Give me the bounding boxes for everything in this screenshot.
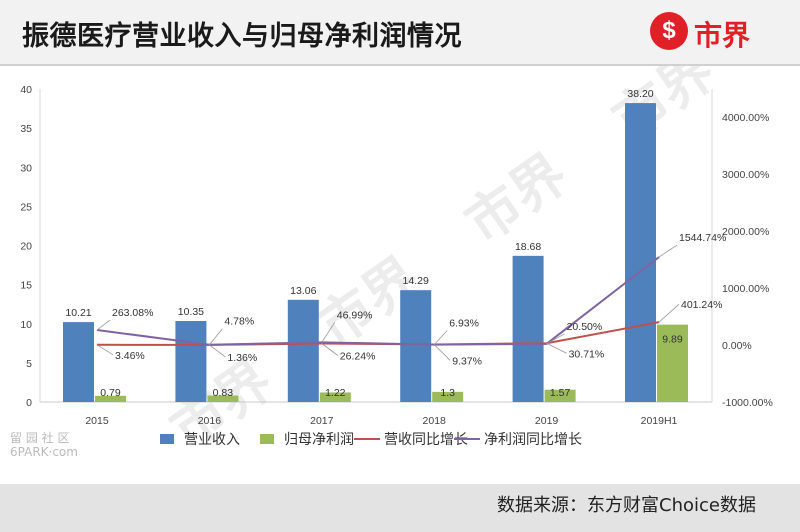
line-label-revenue-growth: 1.36% [227, 352, 257, 364]
line-label-profit-growth: 6.93% [449, 318, 479, 330]
legend-label: 归母净利润 [284, 431, 354, 448]
label-leader-line [546, 333, 565, 345]
line-label-profit-growth: 4.78% [224, 316, 254, 328]
bar-profit [432, 391, 464, 402]
legend-label: 营业收入 [184, 432, 240, 448]
bar-revenue [287, 299, 319, 402]
label-leader-line [209, 328, 223, 345]
y-left-tick-label: 40 [20, 84, 32, 96]
bar-revenue [400, 290, 432, 402]
legend-label: 营收同比增长 [384, 432, 468, 448]
bar-label-profit: 1.3 [440, 387, 455, 399]
bar-profit [95, 395, 126, 402]
footer-bar [0, 484, 800, 532]
label-leader-line [433, 344, 451, 361]
line-label-revenue-growth: 9.37% [452, 355, 482, 367]
y-right-tick-label: 3000.00% [722, 169, 769, 181]
corner-watermark: 留 园 社 区 6PARK·com [10, 431, 78, 459]
bar-profit [544, 389, 576, 402]
y-right-tick-label: 1000.00% [722, 283, 769, 295]
watermark-line2: 6PARK·com [10, 445, 78, 459]
y-left-tick-label: 5 [26, 358, 32, 370]
bar-label-profit: 1.57 [550, 387, 571, 399]
chart-svg: 市界市界市界市界0510152025303540-1000.00%0.00%10… [20, 66, 773, 462]
label-leader-line [209, 344, 226, 358]
legend-swatch [260, 434, 274, 444]
label-leader-line [321, 343, 339, 356]
line-label-revenue-growth: 3.46% [115, 350, 145, 362]
line-label-profit-growth: 46.99% [337, 309, 373, 321]
bar-label-revenue: 13.06 [290, 285, 316, 297]
logo-text: 市界 [694, 19, 751, 52]
header-divider [0, 64, 800, 66]
bar-label-revenue: 10.35 [178, 306, 204, 318]
label-leader-line [96, 344, 114, 356]
data-source: 数据来源：东方财富Choice数据 [497, 495, 756, 516]
bar-label-profit: 0.83 [213, 387, 234, 399]
bar-profit [657, 324, 688, 402]
bar-label-revenue: 38.20 [627, 88, 653, 100]
y-left-tick-label: 20 [20, 241, 32, 253]
x-tick-label: 2015 [85, 415, 109, 427]
watermark-glyph: 市界 [602, 66, 727, 152]
bar-label-profit: 9.89 [662, 334, 683, 346]
line-profit-growth [96, 256, 660, 346]
legend-swatch [160, 434, 174, 444]
bar-revenue [63, 322, 94, 402]
x-tick-label: 2018 [423, 415, 447, 427]
bar-profit [207, 395, 239, 402]
bar-profit [319, 392, 351, 402]
label-leader-line [96, 319, 111, 331]
label-leader-line [546, 342, 567, 354]
watermark-line1: 留 园 社 区 [10, 431, 70, 445]
y-right-tick-label: -1000.00% [722, 397, 773, 409]
y-right-tick-label: 4000.00% [722, 112, 769, 124]
legend-label: 净利润同比增长 [484, 432, 582, 448]
bar-label-profit: 1.22 [325, 387, 346, 399]
y-right-tick-label: 0.00% [722, 340, 752, 352]
line-label-revenue-growth: 30.71% [569, 348, 605, 360]
x-tick-label: 2019 [535, 415, 559, 427]
bar-revenue [512, 255, 544, 402]
x-tick-label: 2016 [198, 415, 222, 427]
brand-logo: $ 市界 [650, 10, 780, 54]
bar-label-revenue: 10.21 [65, 307, 91, 319]
label-leader-line [658, 244, 678, 258]
label-leader-line [433, 330, 448, 345]
line-label-profit-growth: 1544.74% [679, 232, 726, 244]
y-right-tick-label: 2000.00% [722, 226, 769, 238]
y-left-tick-label: 15 [20, 280, 32, 292]
y-left-tick-label: 35 [20, 123, 32, 135]
line-label-revenue-growth: 26.24% [340, 351, 376, 363]
y-left-tick-label: 30 [20, 162, 32, 174]
bar-label-revenue: 18.68 [515, 241, 541, 253]
bar-label-profit: 0.79 [100, 387, 121, 399]
line-label-profit-growth: 20.50% [567, 321, 603, 333]
line-label-revenue-growth: 401.24% [681, 299, 722, 311]
logo-mark-icon: $ [650, 12, 688, 50]
y-left-tick-label: 10 [20, 319, 32, 331]
line-label-profit-growth: 263.08% [112, 307, 153, 319]
label-leader-line [321, 322, 336, 343]
y-left-tick-label: 0 [26, 397, 32, 409]
watermark-glyph: 市界 [454, 142, 579, 256]
label-leader-line [658, 303, 680, 323]
bar-label-revenue: 14.29 [403, 275, 429, 287]
x-tick-label: 2019H1 [641, 415, 678, 427]
page-title: 振德医疗营业收入与归母净利润情况 [22, 21, 462, 52]
x-tick-label: 2017 [310, 415, 334, 427]
y-left-tick-label: 25 [20, 201, 32, 213]
bar-revenue [625, 103, 656, 403]
bar-revenue [175, 321, 207, 402]
